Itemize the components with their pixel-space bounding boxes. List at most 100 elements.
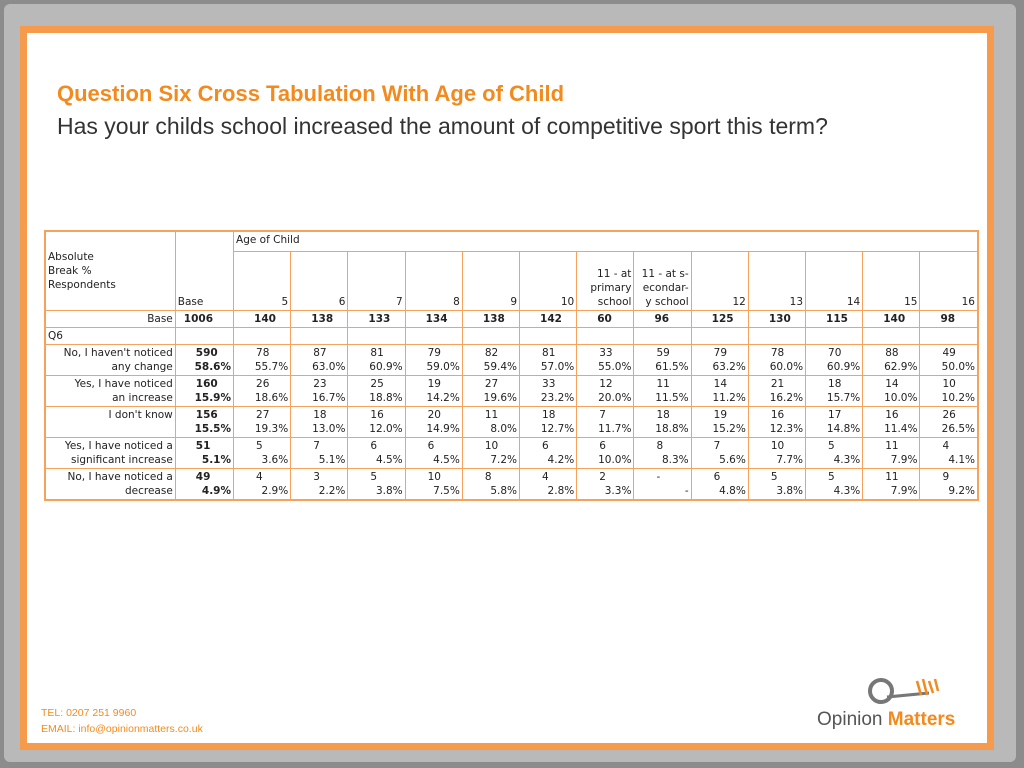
column-header-line: 8	[453, 296, 460, 308]
empty-cell	[462, 328, 520, 344]
data-cell: 6 4.5%	[348, 438, 405, 468]
row-total-cell: 49 4.9%	[175, 469, 234, 499]
data-cell: 5 4.3%	[806, 438, 863, 468]
empty-cell	[920, 328, 977, 344]
cell-count: 79	[713, 347, 728, 359]
cell-count: 8	[656, 440, 664, 452]
base-total: 1006	[175, 311, 234, 327]
cell-count: 79	[427, 347, 441, 359]
cell-percent: 7.5%	[433, 485, 460, 497]
data-cell: 18 18.8%	[634, 407, 691, 437]
header-respondents: Absolute Break % Respondents	[46, 232, 175, 310]
base-value: 98	[920, 311, 977, 327]
row-label: I don't know	[46, 407, 175, 437]
column-header-age-13: 16	[920, 252, 977, 310]
cell-count: 49	[942, 347, 956, 359]
row-label: Yes, I have noticed an increase	[46, 376, 175, 406]
column-header-age-7: 11 - at primary school	[577, 252, 634, 310]
cell-percent: 61.5%	[655, 361, 689, 373]
empty-cell	[634, 328, 691, 344]
data-cell: 23 16.7%	[291, 376, 348, 406]
empty-cell	[175, 328, 234, 344]
cell-count: 6	[713, 471, 721, 483]
empty-cell	[291, 328, 348, 344]
cell-count: 7	[599, 409, 606, 421]
row-label-line: No, I have noticed a	[67, 471, 173, 483]
cell-percent: 5.1%	[318, 454, 346, 466]
cell-count: 78	[770, 347, 785, 359]
row-total-percent: 15.5%	[194, 423, 232, 435]
cell-count: 11	[484, 409, 499, 421]
cell-percent: 3.6%	[261, 454, 289, 466]
cell-count: 33	[542, 378, 556, 390]
data-cell: 7 5.1%	[291, 438, 348, 468]
cell-count: 18	[656, 409, 670, 421]
data-cell: --	[634, 469, 691, 499]
cell-percent: 7.9%	[890, 454, 918, 466]
column-header-age-5: 9	[462, 252, 520, 310]
cell-count: 4	[256, 471, 263, 483]
column-header-line: econdar-	[642, 282, 689, 294]
cell-percent: 20.0%	[598, 392, 632, 404]
empty-cell	[691, 328, 748, 344]
data-cell: 78 60.0%	[748, 345, 806, 375]
cell-percent: 18.6%	[254, 392, 289, 404]
cell-count: 27	[256, 409, 270, 421]
data-cell: 6 4.2%	[520, 438, 577, 468]
column-header-age-9: 12	[691, 252, 748, 310]
cell-percent: 16.7%	[312, 392, 346, 404]
cell-count: 27	[484, 378, 499, 390]
base-value: 115	[806, 311, 863, 327]
row-total-cell: 156 15.5%	[175, 407, 234, 437]
table-row: No, I have noticed a decrease 49 4.9% 4 2.9% 3…	[46, 469, 977, 499]
data-cell: 5 3.8%	[348, 469, 405, 499]
cell-count: 26	[942, 409, 956, 421]
question-row: Q6	[46, 328, 977, 344]
column-header-line: 14	[846, 296, 861, 308]
data-cell: 79 63.2%	[691, 345, 748, 375]
cell-percent: 23.2%	[540, 392, 575, 404]
data-cell: 8 8.3%	[634, 438, 691, 468]
cell-percent: 11.2%	[712, 392, 746, 404]
empty-cell	[863, 328, 920, 344]
cell-count: 12	[599, 378, 613, 390]
cell-percent: 50.0%	[941, 361, 975, 373]
cell-percent: 19.6%	[483, 392, 518, 404]
row-total-percent: 4.9%	[201, 485, 232, 497]
data-cell: 27 19.3%	[234, 407, 291, 437]
cell-percent: 62.9%	[884, 361, 918, 373]
cell-count: 16	[770, 409, 785, 421]
cell-count: 81	[542, 347, 556, 359]
cell-percent: 3.8%	[776, 485, 804, 497]
cell-count: 7	[313, 440, 320, 452]
cell-count: 6	[542, 440, 549, 452]
cell-percent: 15.2%	[712, 423, 746, 435]
column-header-age-1: 5	[234, 252, 291, 310]
cell-percent: 4.2%	[547, 454, 575, 466]
row-label-line: I don't know	[108, 409, 173, 421]
cell-count: 10	[427, 471, 441, 483]
data-cell: 33 23.2%	[520, 376, 577, 406]
cell-count: 9	[942, 471, 950, 483]
data-cell: 18 15.7%	[806, 376, 863, 406]
cell-count: 2	[599, 471, 606, 483]
logo-word-matters: Matters	[887, 709, 956, 730]
cell-count: 18	[828, 378, 842, 390]
cell-percent: 5.8%	[490, 485, 518, 497]
data-cell: 49 50.0%	[920, 345, 977, 375]
data-cell: 33 55.0%	[577, 345, 634, 375]
cell-count: 11	[885, 440, 899, 452]
cell-count: 11	[885, 471, 899, 483]
cross-tab-table: Absolute Break % Respondents Base Age of…	[44, 230, 979, 501]
cell-count: 10	[484, 440, 499, 452]
slide-border: Question Six Cross Tabulation With Age o…	[20, 26, 994, 750]
row-label-line: No, I haven't noticed	[63, 347, 173, 359]
logo-wordmark: Opinion Matters	[817, 709, 955, 731]
cell-count: 20	[427, 409, 441, 421]
cell-count: 33	[599, 347, 613, 359]
base-value: 96	[634, 311, 691, 327]
cell-percent: 11.7%	[598, 423, 632, 435]
data-cell: 81 57.0%	[520, 345, 577, 375]
row-total-percent: 5.1%	[201, 454, 232, 466]
column-header-line: 7	[395, 296, 403, 308]
